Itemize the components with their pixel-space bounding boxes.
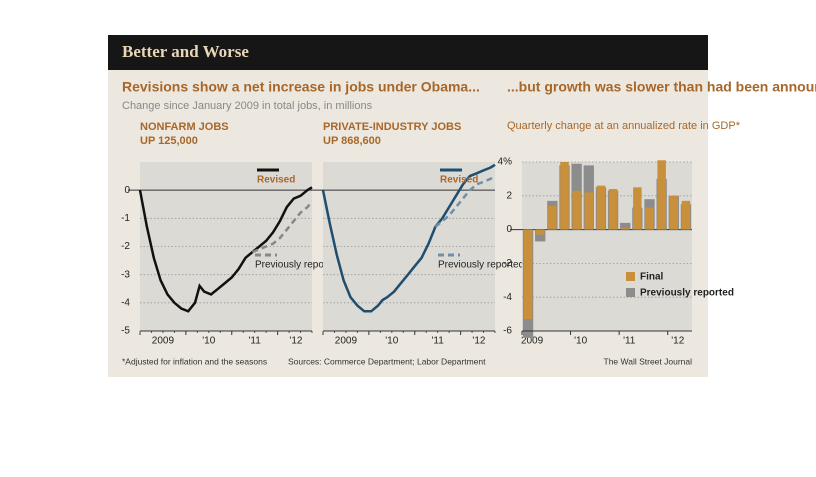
chart-subtitle: Quarterly change at an annualized rate i… [507, 120, 741, 132]
line-series [251, 200, 313, 254]
y-tick-label: -5 [121, 326, 130, 337]
chart-subtitle: UP 868,600 [323, 135, 381, 147]
legend-label: Revised [257, 175, 295, 186]
x-tick-label: '12 [671, 336, 684, 347]
x-tick-label: '10 [385, 336, 398, 347]
bar [560, 162, 569, 230]
x-tick-label: '12 [289, 336, 302, 347]
legend-label: Revised [440, 175, 478, 186]
y-tick-label: -2 [121, 241, 130, 252]
bar [633, 187, 642, 230]
legend-label: Final [640, 272, 664, 283]
y-tick-label: -2 [503, 258, 512, 269]
y-tick-label: 0 [124, 185, 130, 196]
bar [681, 200, 691, 230]
chart-subtitle: UP 125,000 [140, 135, 198, 147]
bar [657, 160, 666, 230]
header-bar [108, 35, 708, 70]
bar [572, 190, 581, 230]
legend-label: Previously reported [640, 288, 734, 299]
bar [535, 229, 545, 235]
legend-label: Previously reported [438, 260, 524, 271]
chart-title: NONFARM JOBS [140, 121, 229, 133]
y-tick-label: -4 [503, 292, 512, 303]
credit: The Wall Street Journal [604, 356, 693, 366]
subtitle: Change since January 2009 in total jobs,… [122, 100, 373, 112]
x-tick-label: 2009 [335, 336, 358, 347]
bar [548, 205, 557, 230]
x-tick-label: 2009 [152, 336, 175, 347]
y-tick-label: -6 [503, 326, 512, 337]
bar [523, 229, 533, 320]
bar [620, 227, 630, 230]
x-tick-label: 2009 [521, 336, 544, 347]
headline: Revisions show a net increase in jobs un… [122, 79, 480, 95]
bar [669, 195, 679, 230]
bar [620, 222, 631, 230]
legend-swatch [626, 272, 635, 281]
x-tick-label: '11 [249, 336, 262, 347]
chart-title: ...but growth was slower than had been a… [507, 79, 816, 95]
bar [645, 207, 654, 230]
legend-swatch [626, 288, 635, 297]
y-tick-label: 4% [498, 157, 513, 168]
y-tick-label: 0 [506, 224, 512, 235]
line-series [321, 163, 496, 313]
bar [596, 185, 606, 230]
y-tick-label: -3 [121, 269, 130, 280]
line-series [138, 186, 313, 313]
x-tick-label: '10 [202, 336, 215, 347]
y-tick-label: -4 [121, 297, 130, 308]
x-tick-label: '11 [432, 336, 445, 347]
x-tick-label: '10 [574, 336, 587, 347]
footnote: *Adjusted for inflation and the seasons [122, 356, 267, 366]
bar [584, 192, 594, 230]
y-tick-label: 2 [506, 190, 512, 201]
y-tick-label: -1 [121, 213, 130, 224]
chart-title: PRIVATE-INDUSTRY JOBS [323, 121, 461, 133]
bar [608, 189, 618, 230]
line-series [434, 175, 496, 228]
legend-label: Previously reported [255, 260, 341, 271]
bar [535, 229, 546, 242]
source: Sources: Commerce Department; Labor Depa… [288, 356, 486, 366]
x-tick-label: '12 [472, 336, 485, 347]
x-tick-label: '11 [623, 336, 636, 347]
page-title: Better and Worse [122, 42, 249, 61]
